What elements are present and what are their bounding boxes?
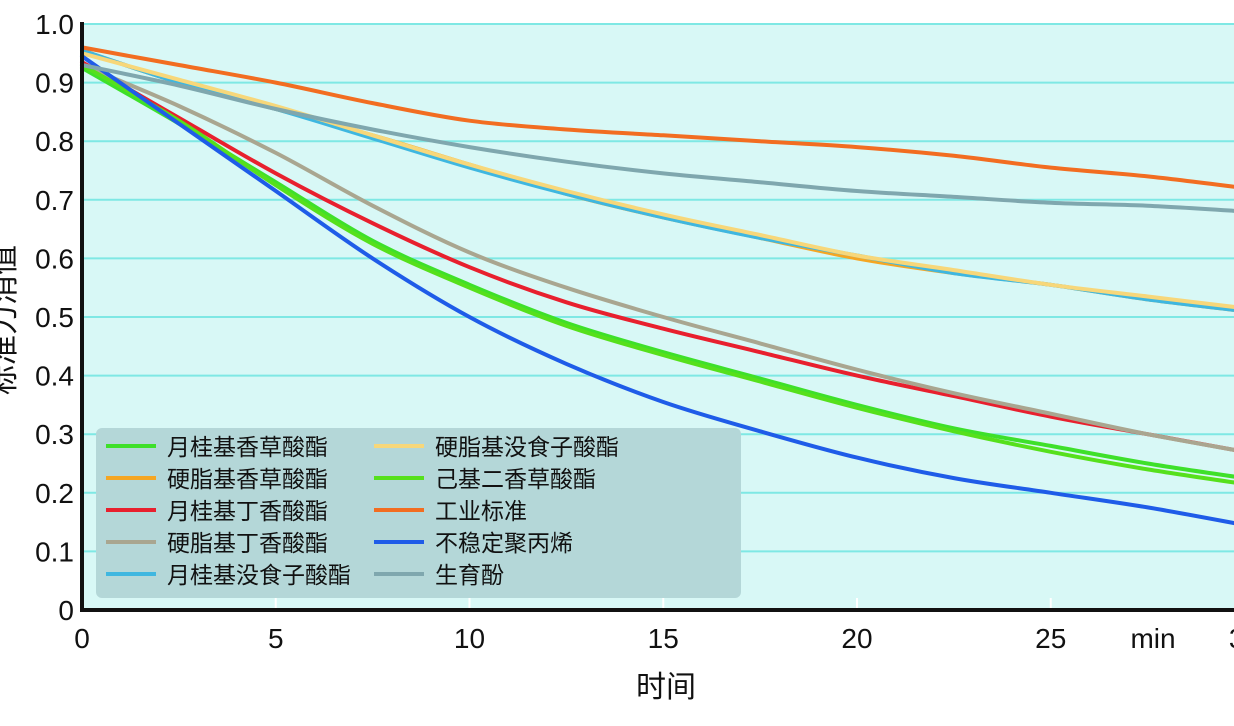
- y-tick-label: 1.0: [35, 9, 74, 40]
- x-tick-label: 25: [1035, 623, 1066, 654]
- y-tick-label: 0.3: [35, 419, 74, 450]
- legend-label: 不稳定聚丙烯: [435, 531, 573, 557]
- y-tick-label: 0.2: [35, 478, 74, 509]
- y-tick-label: 0.4: [35, 361, 74, 392]
- series-line: [80, 51, 1234, 309]
- y-tick-label: 0.5: [35, 302, 74, 333]
- x-tick-label: 30: [1229, 623, 1234, 654]
- x-tick-labels: 0 5 10 15 20 25 30: [74, 623, 1234, 654]
- x-tick-label: 15: [648, 623, 679, 654]
- y-tick-label: 0.1: [35, 536, 74, 567]
- series-lines: [80, 45, 1234, 526]
- legend-label: 硬脂基没食子酸酯: [435, 435, 619, 461]
- series-line: [80, 63, 1234, 213]
- legend-label: 己基二香草酸酯: [435, 467, 596, 493]
- series-line: [80, 54, 1234, 526]
- x-tick-label: 5: [268, 623, 284, 654]
- x-axis-title: 时间: [636, 670, 696, 705]
- legend-label: 硬脂基丁香酸酯: [167, 531, 328, 557]
- legend-label: 月桂基香草酸酯: [167, 435, 328, 461]
- series-line: [80, 60, 1234, 452]
- y-axis-title: 标准力消值: [0, 245, 22, 395]
- x-tick-label: 20: [841, 623, 872, 654]
- legend-label: 月桂基丁香酸酯: [167, 499, 328, 525]
- y-tick-label: 0.7: [35, 185, 74, 216]
- y-tick-label: 0.8: [35, 126, 74, 157]
- y-tick-label: 0: [58, 595, 74, 626]
- series-line: [80, 65, 1234, 479]
- y-tick-label: 0.9: [35, 68, 74, 99]
- x-tick-label: 10: [454, 623, 485, 654]
- series-line: [80, 45, 1234, 189]
- legend-label: 生育酚: [435, 563, 504, 589]
- y-tick-label: 0.6: [35, 243, 74, 274]
- x-tick-label: 0: [74, 623, 90, 654]
- legend-label: 工业标准: [435, 499, 527, 525]
- legend-label: 硬脂基香草酸酯: [167, 467, 328, 493]
- series-line: [80, 63, 1234, 485]
- x-unit-label: min: [1130, 623, 1175, 654]
- series-line: [80, 63, 1234, 452]
- y-tick-labels: 0 0.1 0.2 0.3 0.4 0.5 0.6 0.7 0.8 0.9 1.0: [35, 9, 74, 626]
- legend-label: 月桂基没食子酸酯: [167, 563, 351, 589]
- legend-box: [96, 428, 741, 598]
